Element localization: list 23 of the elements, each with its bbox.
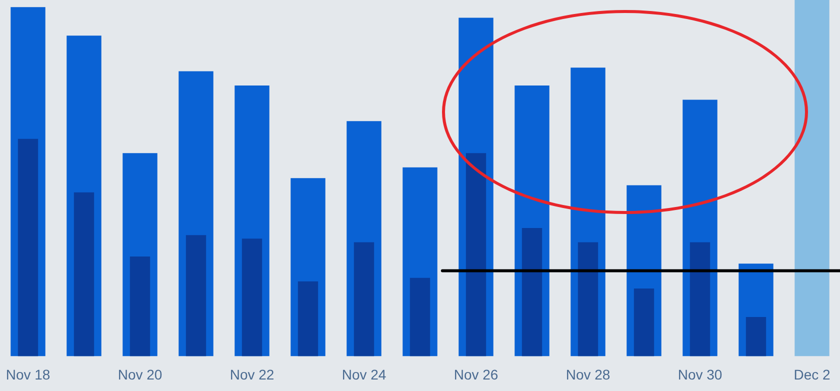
bar — [186, 235, 206, 356]
bar — [74, 192, 94, 356]
bar — [18, 138, 38, 356]
bar — [690, 242, 710, 356]
bar — [746, 317, 766, 356]
bar — [634, 288, 654, 356]
x-tick-label: Nov 28 — [566, 366, 610, 382]
x-tick-label: Dec 2 — [794, 366, 830, 382]
x-tick-label: Nov 24 — [342, 366, 386, 382]
bar — [298, 281, 318, 356]
x-tick-label: Nov 22 — [230, 366, 274, 382]
bar — [794, 0, 830, 356]
x-tick-label: Nov 30 — [678, 366, 722, 382]
bar — [410, 278, 430, 356]
bar — [578, 242, 598, 356]
x-tick-label: Nov 18 — [6, 366, 50, 382]
bar — [466, 153, 486, 356]
bar — [522, 228, 542, 356]
x-tick-label: Nov 26 — [454, 366, 498, 382]
x-tick-label: Nov 20 — [118, 366, 162, 382]
bar — [130, 256, 150, 356]
bar — [242, 238, 262, 356]
bar — [354, 242, 374, 356]
